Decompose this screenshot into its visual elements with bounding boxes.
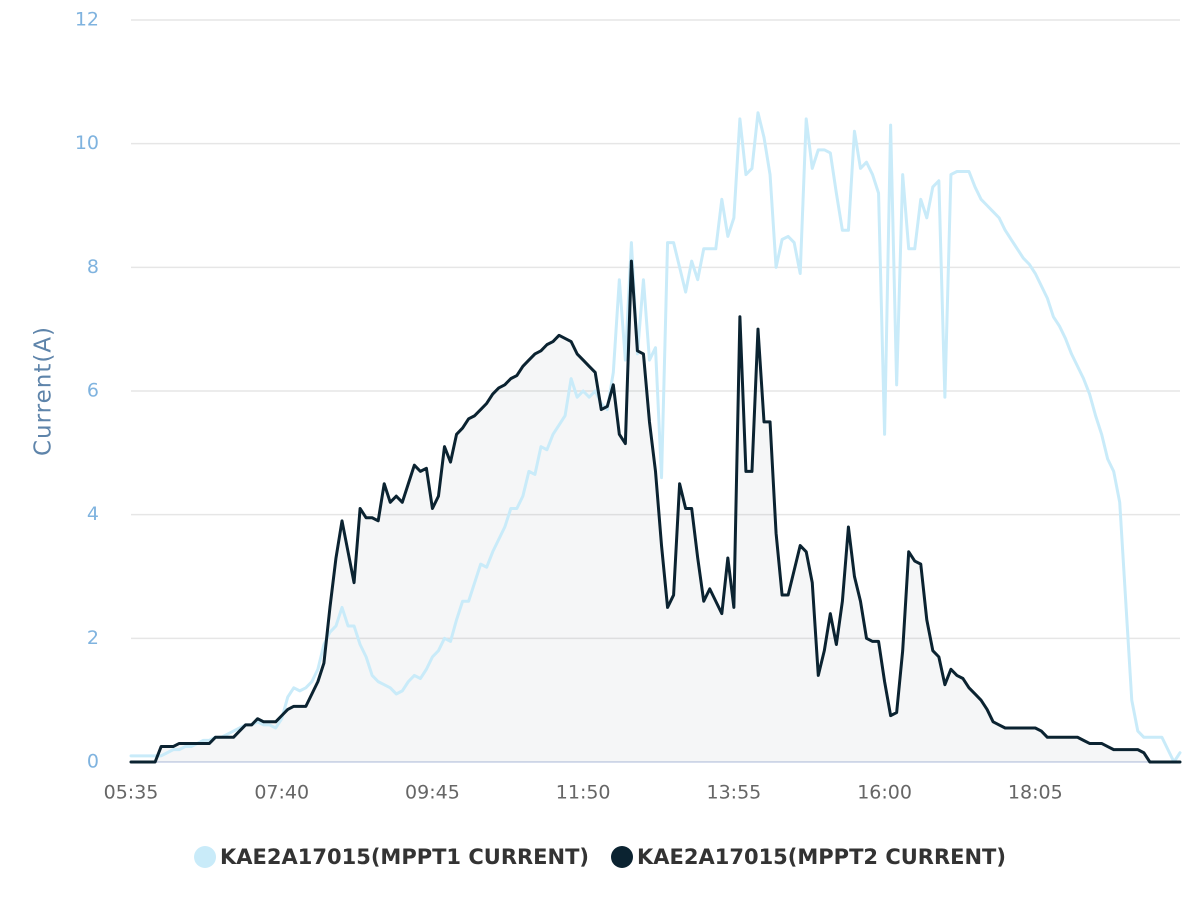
- legend-text: KAE2A17015(MPPT1 CURRENT): [220, 845, 589, 869]
- y-tick-label: 0: [87, 751, 99, 773]
- y-tick-label: 6: [87, 380, 99, 402]
- series-line: [129, 111, 1182, 764]
- legend-text: KAE2A17015(MPPT2 CURRENT): [637, 845, 1006, 869]
- y-tick-label: 2: [87, 627, 99, 649]
- x-tick-label: 07:40: [254, 782, 309, 804]
- x-tick-label: 13:55: [706, 782, 761, 804]
- legend-marker: [194, 846, 217, 868]
- y-tick-label: 4: [87, 503, 99, 525]
- series-area: [131, 261, 1180, 762]
- y-tick-label: 10: [75, 132, 99, 154]
- legend-marker: [611, 846, 633, 868]
- y-axis-label: Current(A): [31, 326, 57, 456]
- x-tick-label: 11:50: [556, 782, 611, 804]
- legend-item[interactable]: KAE2A17015(MPPT2 CURRENT): [611, 845, 1006, 869]
- y-tick-label: 8: [87, 256, 99, 278]
- x-tick-label: 05:35: [104, 782, 159, 804]
- legend-item[interactable]: KAE2A17015(MPPT1 CURRENT): [194, 845, 589, 869]
- series-line: [129, 259, 1182, 764]
- y-tick-label: 12: [75, 9, 99, 31]
- x-tick-label: 16:00: [857, 782, 912, 804]
- x-tick-label: 18:05: [1008, 782, 1063, 804]
- x-tick-label: 09:45: [405, 782, 460, 804]
